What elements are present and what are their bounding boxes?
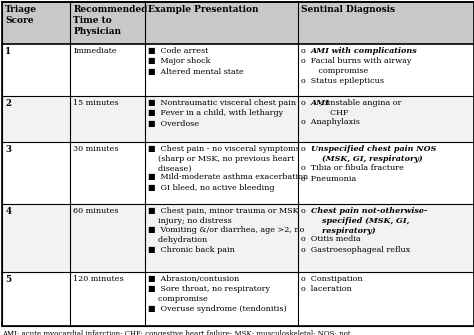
Text: ■  Sore throat, no respiratory
    compromise: ■ Sore throat, no respiratory compromise — [147, 285, 270, 303]
Bar — [2, 204, 474, 272]
Text: 2: 2 — [5, 99, 11, 108]
Text: o  Facial burns with airway
       compromise: o Facial burns with airway compromise — [301, 58, 411, 75]
Text: o  Constipation: o Constipation — [301, 275, 362, 283]
Text: ■  Mild-moderate asthma exacerbation: ■ Mild-moderate asthma exacerbation — [147, 174, 308, 182]
Text: o: o — [301, 207, 310, 215]
Text: 15 minutes: 15 minutes — [73, 99, 118, 107]
Text: 60 minutes: 60 minutes — [73, 207, 118, 215]
Text: Triage
Score: Triage Score — [5, 5, 37, 25]
Text: 4: 4 — [5, 207, 11, 216]
Text: Immediate: Immediate — [73, 47, 117, 55]
Text: AMI with complications: AMI with complications — [311, 47, 418, 55]
Text: o  Pneumonia: o Pneumonia — [301, 175, 356, 183]
Bar — [2, 2, 474, 44]
Text: ■  Altered mental state: ■ Altered mental state — [147, 68, 243, 76]
Bar — [2, 142, 474, 204]
Text: ■  GI bleed, no active bleeding: ■ GI bleed, no active bleeding — [147, 184, 274, 192]
Text: ■  Vomiting &/or diarrhea, age >2, no
    dehydration: ■ Vomiting &/or diarrhea, age >2, no deh… — [147, 226, 304, 244]
Text: o: o — [301, 47, 310, 55]
Text: Recommended
Time to
Physician: Recommended Time to Physician — [73, 5, 147, 36]
Bar — [2, 96, 474, 142]
Text: ■  Fever in a child, with lethargy: ■ Fever in a child, with lethargy — [147, 110, 283, 118]
Text: o  Anaphylaxis: o Anaphylaxis — [301, 119, 360, 127]
Text: 3: 3 — [5, 145, 11, 154]
Text: ■  Nontraumatic visceral chest pain: ■ Nontraumatic visceral chest pain — [147, 99, 296, 107]
Text: Sentinal Diagnosis: Sentinal Diagnosis — [301, 5, 395, 14]
Text: 120 minutes: 120 minutes — [73, 275, 124, 283]
Text: o  Status epilepticus: o Status epilepticus — [301, 77, 383, 85]
Text: 1: 1 — [5, 47, 11, 56]
Text: o  Otitis media: o Otitis media — [301, 236, 360, 244]
Text: Unspecified chest pain NOS
    (MSK, GI, respiratory): Unspecified chest pain NOS (MSK, GI, res… — [311, 145, 436, 163]
Text: ■  Major shock: ■ Major shock — [147, 58, 210, 65]
Text: AMI: acute myocardial infarction; CHF: congestive heart failure; MSK: musculoske: AMI: acute myocardial infarction; CHF: c… — [2, 330, 351, 335]
Bar — [2, 272, 474, 326]
Text: o  laceration: o laceration — [301, 285, 351, 293]
Text: ■  Overdose: ■ Overdose — [147, 120, 199, 128]
Text: AMI: AMI — [311, 99, 330, 107]
Text: ■  Chest pain - no visceral symptoms
    (sharp or MSK, no previous heart
    di: ■ Chest pain - no visceral symptoms (sha… — [147, 145, 299, 173]
Text: o  Gastroesophageal reflux: o Gastroesophageal reflux — [301, 246, 410, 254]
Text: , unstable angina or
    CHF: , unstable angina or CHF — [320, 99, 402, 117]
Text: ■  Chest pain, minor trauma or MSK
    injury; no distress: ■ Chest pain, minor trauma or MSK injury… — [147, 207, 298, 225]
Text: o: o — [301, 99, 310, 107]
Text: ■  Chronic back pain: ■ Chronic back pain — [147, 246, 235, 254]
Text: o  Tibia or fibula fracture: o Tibia or fibula fracture — [301, 164, 403, 173]
Text: o: o — [301, 145, 310, 153]
Text: Example Presentation: Example Presentation — [147, 5, 258, 14]
Text: ■  Code arrest: ■ Code arrest — [147, 47, 208, 55]
Bar — [2, 44, 474, 96]
Text: ■  Overuse syndrome (tendonitis): ■ Overuse syndrome (tendonitis) — [147, 305, 286, 313]
Text: 30 minutes: 30 minutes — [73, 145, 118, 153]
Text: ■  Abrasion/contusion: ■ Abrasion/contusion — [147, 275, 239, 283]
Text: 5: 5 — [5, 275, 11, 284]
Text: Chest pain not-otherwise-
    specified (MSK, GI,
    respiratory): Chest pain not-otherwise- specified (MSK… — [311, 207, 427, 234]
